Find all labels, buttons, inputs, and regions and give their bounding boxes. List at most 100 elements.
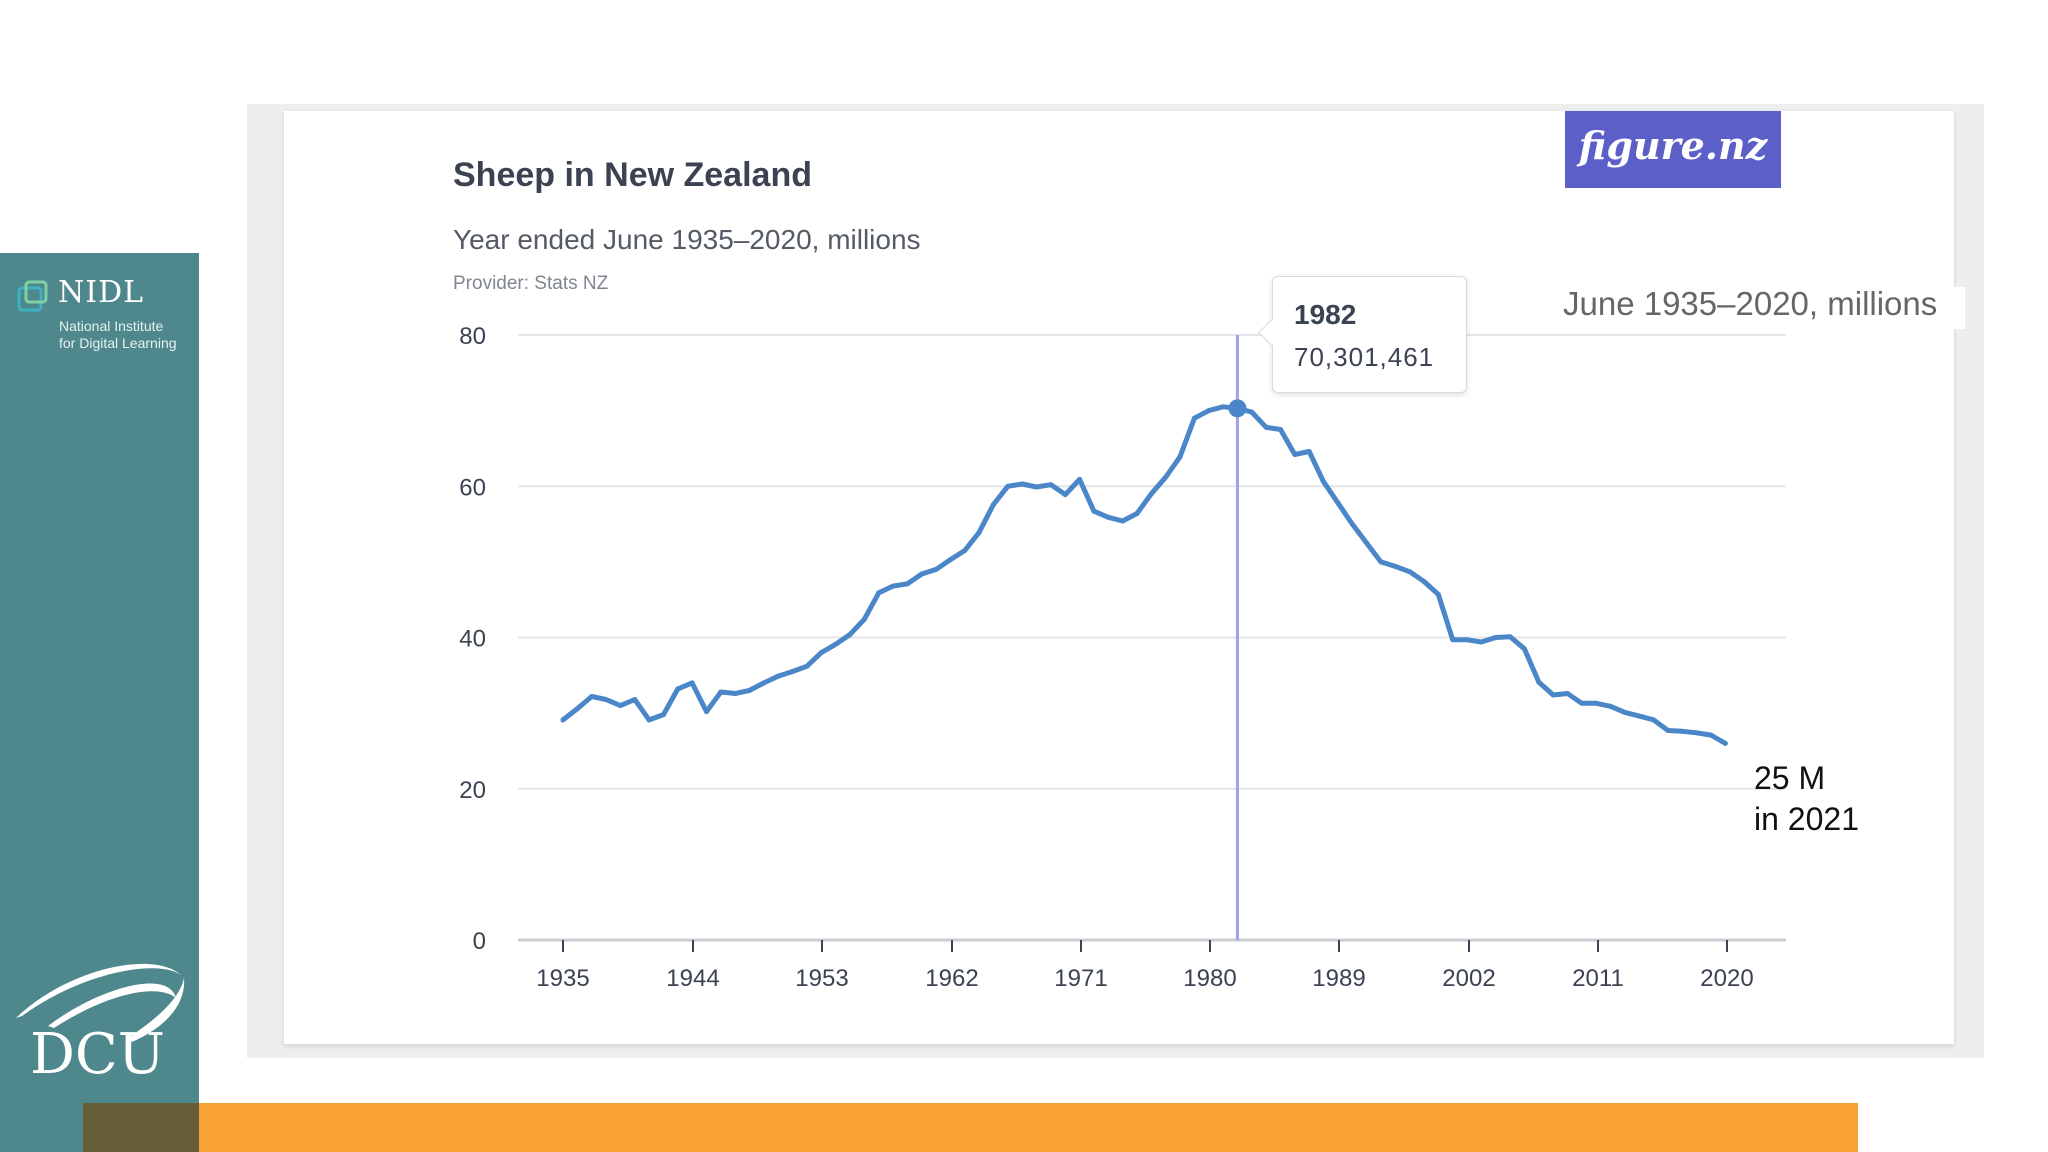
data-point [675,686,681,692]
nidl-logo: NIDL National Institute for Digital Lear… [16,273,201,363]
figurenz-logo: figure.nz [1565,111,1781,188]
data-point [560,717,566,723]
data-point [1550,692,1556,698]
data-point [991,501,996,507]
data-point [1622,709,1628,715]
data-point [617,703,623,709]
nidl-subtitle-line2: for Digital Learning [59,335,177,351]
data-point [962,548,968,554]
nidl-title: NIDL [58,275,145,310]
data-point [1134,510,1140,516]
data-point [1593,700,1599,706]
data-point [632,697,638,703]
data-points [560,404,1728,746]
data-point [1579,700,1585,706]
data-point [732,690,738,696]
data-point [1478,639,1484,645]
data-point [947,557,953,563]
data-point [1321,479,1327,485]
annotation-line2: in 2021 [1754,801,1859,837]
data-point [1435,591,1441,597]
chart-card [284,111,1954,1044]
data-point [890,583,896,589]
data-point [646,717,652,723]
data-point [1292,451,1298,457]
data-point [1349,521,1355,527]
data-point [1651,717,1657,723]
data-point [790,669,796,675]
data-point [718,689,724,695]
y-tick-label: 20 [459,777,486,804]
data-point [1048,482,1054,488]
data-point [1306,448,1312,454]
data-point [1636,713,1642,719]
highlight-point[interactable] [1228,399,1247,418]
figurenz-logo-text: figure.nz [1578,123,1768,168]
data-point [833,641,839,647]
data-point [1565,690,1570,696]
y-tick-label: 60 [459,474,486,501]
nidl-subtitle: National Institute for Digital Learning [59,318,177,352]
x-axis: 1935 1944 1953 1962 1971 1980 1989 2002 2011 2020 [536,940,1754,992]
data-point [1335,500,1341,506]
sidebar: NIDL National Institute for Digital Lear… [0,253,199,1152]
data-point [1062,492,1068,498]
data-point [804,663,810,669]
data-point [904,581,910,587]
data-point [761,680,767,686]
y-tick-label: 40 [459,626,486,653]
data-point [1608,703,1614,709]
dcu-text: DCU [30,1022,165,1078]
y-tick-labels: 0 20 40 60 80 [459,323,486,955]
data-point [1263,424,1269,430]
data-point [847,631,853,637]
data-point [1091,508,1097,514]
tooltip-value: 70,301,461 [1294,342,1435,372]
data-point [1077,476,1083,482]
x-tick-label: 1980 [1183,965,1236,992]
data-point [1220,404,1226,410]
data-point [1148,491,1154,497]
x-tick-label: 1989 [1312,965,1365,992]
data-point [1120,518,1126,524]
data-point [1105,514,1111,520]
tooltip: 1982 70,301,461 [1258,276,1467,393]
dcu-logo: DCU [16,963,185,1078]
nidl-leaf-icon [17,280,48,312]
x-tick-label: 1944 [666,965,719,992]
data-point [1206,408,1212,414]
data-point [933,566,939,572]
data-point [1005,483,1011,489]
x-tick-label: 1971 [1054,965,1107,992]
data-point [704,709,709,715]
data-point [1249,409,1255,415]
annotation: 25 M in 2021 [1754,758,1859,840]
data-point [876,590,882,596]
data-point [1421,579,1427,585]
data-point [1378,559,1384,565]
data-point [1679,728,1685,734]
x-tick-label: 1935 [536,965,589,992]
data-point [689,680,695,686]
y-tick-label: 80 [459,323,486,350]
data-point [660,712,666,718]
data-point [1177,454,1183,460]
x-tick-label: 2002 [1442,965,1495,992]
data-point [1708,732,1714,738]
data-point [775,673,781,679]
annotation-line1: 25 M [1754,760,1826,796]
data-point [747,687,753,693]
x-tick-label: 1953 [795,965,848,992]
data-point [1019,481,1025,487]
data-point [976,529,982,535]
x-tick-label: 1962 [925,965,978,992]
data-point [1450,637,1456,643]
data-point [1034,484,1040,490]
data-point [1536,679,1542,685]
data-point [1191,415,1197,421]
data-point [1407,569,1413,575]
nidl-subtitle-line1: National Institute [59,318,164,334]
x-tick-label: 2020 [1700,965,1753,992]
